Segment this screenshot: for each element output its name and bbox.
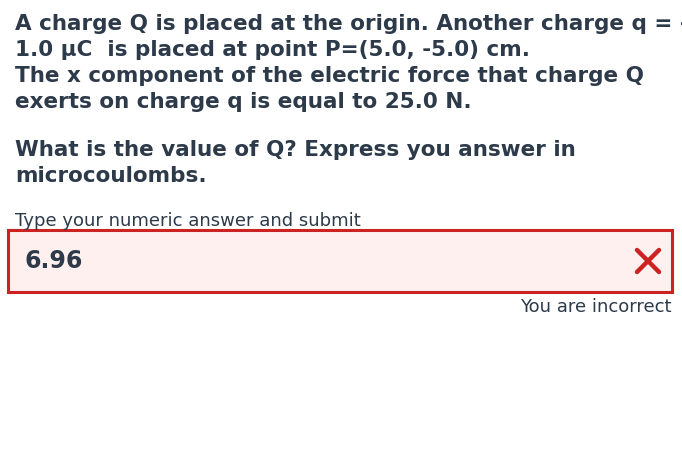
Text: 6.96: 6.96 xyxy=(24,249,83,273)
Text: 1.0 μC  is placed at point P=(5.0, -5.0) cm.: 1.0 μC is placed at point P=(5.0, -5.0) … xyxy=(15,40,530,60)
Text: microcoulombs.: microcoulombs. xyxy=(15,166,207,186)
Text: The x component of the electric force that charge Q: The x component of the electric force th… xyxy=(15,66,644,86)
FancyBboxPatch shape xyxy=(8,230,672,292)
Text: exerts on charge q is equal to 25.0 N.: exerts on charge q is equal to 25.0 N. xyxy=(15,92,472,112)
Text: You are incorrect: You are incorrect xyxy=(520,298,672,316)
Text: A charge Q is placed at the origin. Another charge q = -: A charge Q is placed at the origin. Anot… xyxy=(15,14,682,34)
Text: Type your numeric answer and submit: Type your numeric answer and submit xyxy=(15,212,361,230)
Text: What is the value of Q? Express you answer in: What is the value of Q? Express you answ… xyxy=(15,140,576,160)
